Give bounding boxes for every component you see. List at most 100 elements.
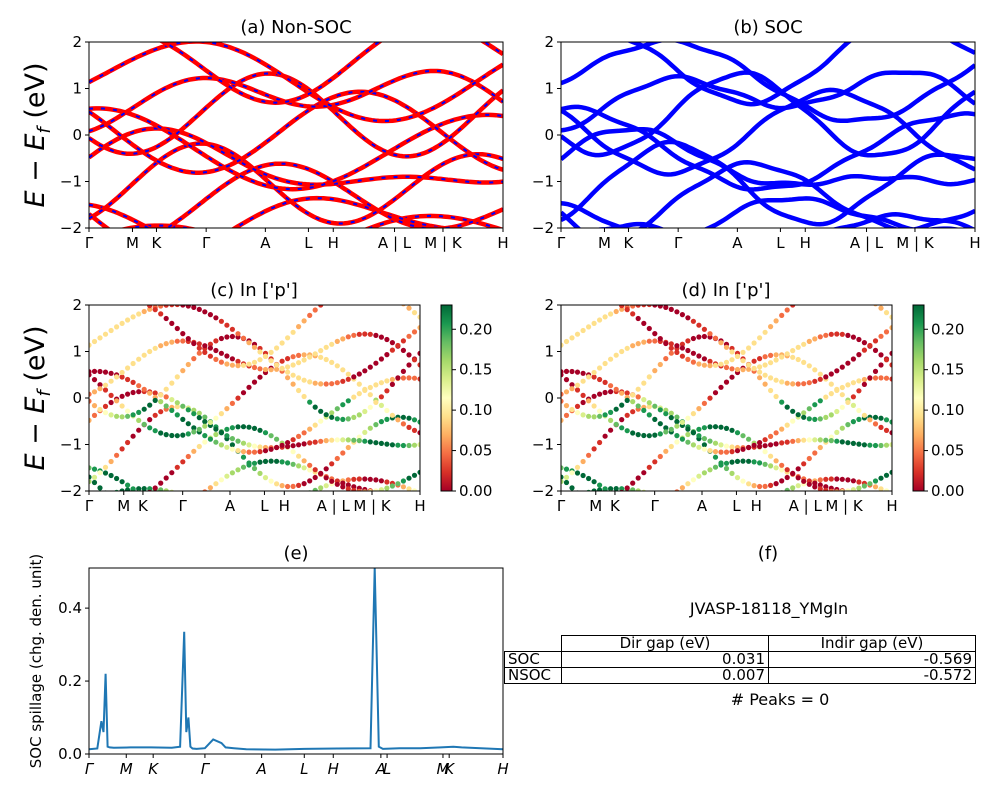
band-point — [851, 287, 856, 292]
band-point — [323, 483, 329, 489]
band-point — [619, 348, 625, 355]
band-point — [823, 394, 829, 400]
x-tick-label: H — [497, 760, 508, 778]
band-point — [345, 482, 351, 488]
band-point — [762, 443, 768, 449]
band-point — [97, 502, 102, 507]
band-point — [845, 332, 851, 338]
band-point — [812, 450, 818, 456]
band-point — [867, 417, 873, 423]
x-tick-label: H — [328, 760, 339, 778]
band-point — [362, 368, 368, 374]
band-point — [119, 414, 125, 420]
band-point — [346, 542, 351, 547]
band-point — [712, 390, 719, 396]
band-point — [202, 433, 208, 439]
band-point — [301, 393, 307, 400]
band-point — [241, 523, 246, 528]
band-point — [641, 407, 647, 413]
band-point — [324, 298, 329, 303]
band-point — [356, 371, 362, 377]
band-point — [729, 470, 735, 476]
band-point — [635, 341, 641, 347]
band-point — [158, 399, 164, 405]
band-point — [109, 504, 114, 509]
x-tick-label: M | K — [896, 234, 935, 252]
band-point — [851, 529, 856, 534]
band-point — [197, 493, 202, 498]
band-point — [196, 350, 202, 356]
band-point — [867, 442, 873, 448]
band-point — [790, 354, 796, 360]
band-point — [591, 446, 597, 452]
x-tick-label: A | L — [850, 234, 884, 252]
y-tick-label: 0.4 — [58, 599, 82, 617]
band-dash — [89, 107, 503, 191]
band-point — [872, 375, 879, 381]
band-point — [389, 381, 395, 387]
band-point — [285, 335, 291, 341]
band-point — [119, 374, 125, 380]
band-point — [663, 305, 669, 310]
band-point — [102, 387, 109, 393]
band-point — [219, 511, 224, 516]
band-point — [878, 305, 884, 311]
band-point — [323, 438, 329, 444]
band-point — [762, 461, 768, 467]
band-point — [856, 388, 862, 394]
band-point — [872, 414, 879, 420]
band-point — [356, 391, 362, 397]
x-tick-label: A | L — [789, 497, 823, 515]
band-point — [389, 340, 395, 346]
band-point — [147, 306, 153, 312]
band-point — [685, 356, 691, 362]
band-point — [169, 380, 175, 386]
band-point — [406, 486, 412, 491]
band-point — [196, 341, 202, 347]
band-point — [202, 349, 208, 355]
band-point — [251, 465, 258, 472]
band-point — [263, 514, 268, 519]
band-point — [878, 352, 884, 358]
band-point — [592, 292, 597, 297]
band-point — [602, 389, 608, 396]
band-point — [812, 367, 818, 373]
band-point — [784, 487, 790, 491]
band-point — [301, 318, 307, 324]
band-point — [180, 403, 186, 409]
band-point — [729, 444, 735, 450]
band-point — [812, 378, 818, 384]
band-point — [817, 444, 823, 451]
band-point — [657, 453, 663, 460]
band-point — [395, 442, 401, 448]
band-point — [389, 412, 395, 418]
y-tick-label: 2 — [72, 296, 82, 314]
band-point — [251, 379, 258, 385]
band-point — [701, 400, 708, 406]
band-dash — [89, 72, 503, 158]
band-point — [707, 448, 713, 454]
band-point — [218, 318, 224, 324]
band-point — [130, 314, 136, 320]
band-point — [624, 485, 630, 491]
band-point — [597, 391, 603, 397]
y-tick-label: −1 — [532, 173, 554, 191]
band-point — [351, 540, 356, 545]
band-point — [563, 466, 570, 472]
band-point — [784, 474, 790, 481]
band-point — [757, 375, 763, 381]
x-tick-label: M | K — [424, 234, 463, 252]
band-point — [397, 490, 399, 491]
band-point — [340, 480, 346, 486]
band-point — [108, 370, 114, 376]
band-point — [103, 493, 108, 498]
band-point — [362, 283, 367, 288]
band-point — [889, 314, 892, 320]
band-point — [652, 518, 657, 523]
band-point — [817, 416, 823, 422]
band-point — [345, 416, 351, 422]
band-point — [296, 463, 302, 469]
band-point — [279, 483, 285, 489]
band-point — [169, 510, 174, 515]
